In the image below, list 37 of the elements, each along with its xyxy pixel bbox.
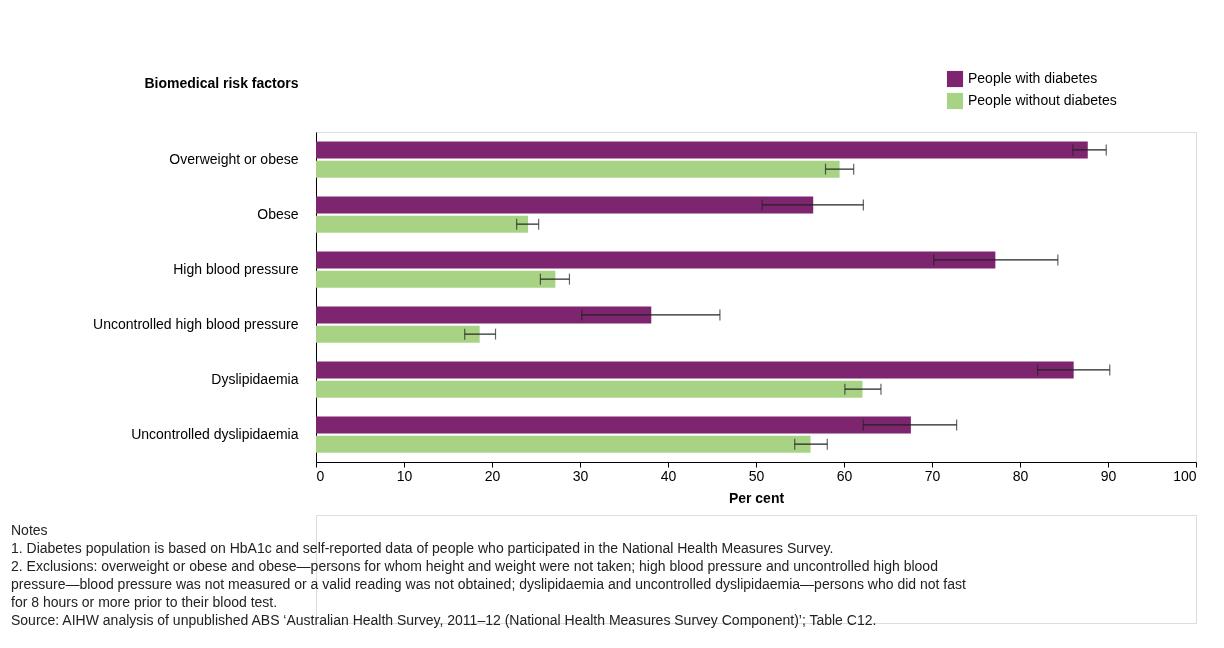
bar: [316, 141, 1088, 159]
x-tick-label: 70: [924, 467, 941, 484]
x-tick-label: 0: [316, 467, 325, 484]
x-tick-label: 90: [1100, 467, 1117, 484]
bar: [316, 270, 556, 288]
y-tick-label: High blood pressure: [173, 260, 299, 277]
x-axis-title: Per cent: [728, 489, 785, 506]
legend-label: People without diabetes: [968, 92, 1117, 108]
bar: [316, 435, 811, 453]
y-tick-label: Uncontrolled dyslipidaemia: [131, 425, 299, 442]
x-tick-label: 20: [484, 467, 501, 484]
source-note: Source: AIHW analysis of unpublished ABS ‘Australian Health Survey, 2011–12 (National Health Measures Survey Component)’; Table C12.: [11, 612, 877, 628]
text: Notes: [11, 522, 48, 538]
bar: [316, 196, 814, 214]
bar: [316, 325, 480, 343]
bar: [316, 416, 911, 434]
y-tick-label: Overweight or obese: [169, 150, 299, 167]
x-tick-label: 100: [1173, 467, 1197, 484]
x-tick-label: 60: [836, 467, 853, 484]
y-tick-label: Uncontrolled high blood pressure: [93, 315, 299, 332]
bar: [316, 380, 863, 398]
x-tick-label: 30: [572, 467, 589, 484]
bar: [316, 215, 529, 233]
x-tick-label: 80: [1012, 467, 1029, 484]
bar: [316, 251, 996, 269]
x-tick-label: 50: [748, 467, 765, 484]
text: 2. Exclusions: overweight or obese and obese—persons for whom height and weight were not taken; high blood pressure and uncontrolled high blood pressure—blood pressure was not measured or a valid reading was not obtained; dyslipidaemia and uncontrolled dyslipidaemia—persons who did not fast for 8 hours or more prior to their blood test.: [11, 558, 966, 610]
legend-label: People with diabetes: [968, 70, 1098, 86]
text: 1. Diabetes population is based on HbA1c and self-reported data of people who participated in the National Health Measures Survey.: [11, 540, 834, 556]
y-tick-label: Obese: [257, 205, 299, 222]
x-tick-label: 10: [396, 467, 413, 484]
y-tick-label: Dyslipidaemia: [211, 370, 299, 387]
bar: [316, 361, 1074, 379]
bar: [316, 160, 840, 178]
y-axis-title: Biomedical risk factors: [144, 74, 299, 91]
bar: [316, 306, 652, 324]
x-tick-label: 40: [660, 467, 677, 484]
